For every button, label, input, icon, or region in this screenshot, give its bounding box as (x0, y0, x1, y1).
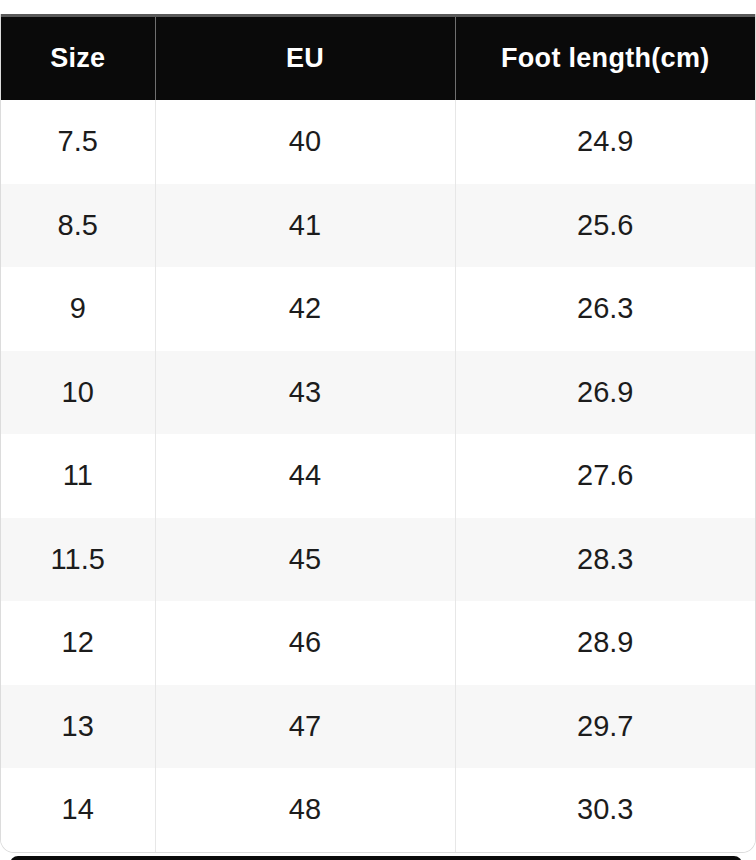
table-cell: 28.3 (455, 518, 755, 602)
table-cell: 14 (1, 768, 155, 852)
table-cell: 11.5 (1, 518, 155, 602)
table-row: 124628.9 (1, 601, 755, 685)
size-chart-table: Size EU Foot length(cm) 7.54024.98.54125… (1, 14, 755, 852)
table-cell: 7.5 (1, 100, 155, 184)
table-cell: 42 (155, 267, 455, 351)
table-cell: 28.9 (455, 601, 755, 685)
table-cell: 45 (155, 518, 455, 602)
table-cell: 11 (1, 434, 155, 518)
table-cell: 47 (155, 685, 455, 769)
page: Size EU Foot length(cm) 7.54024.98.54125… (0, 0, 756, 860)
table-row: 114427.6 (1, 434, 755, 518)
table-cell: 26.3 (455, 267, 755, 351)
table-row: 94226.3 (1, 267, 755, 351)
table-cell: 29.7 (455, 685, 755, 769)
table-cell: 30.3 (455, 768, 755, 852)
table-row: 11.54528.3 (1, 518, 755, 602)
size-chart-card: Size EU Foot length(cm) 7.54024.98.54125… (0, 14, 756, 853)
table-cell: 24.9 (455, 100, 755, 184)
table-cell: 8.5 (1, 184, 155, 268)
table-cell: 44 (155, 434, 455, 518)
table-cell: 26.9 (455, 351, 755, 435)
table-row: 7.54024.9 (1, 100, 755, 184)
column-header-foot-length: Foot length(cm) (455, 16, 755, 101)
table-row: 8.54125.6 (1, 184, 755, 268)
table-cell: 27.6 (455, 434, 755, 518)
table-cell: 13 (1, 685, 155, 769)
table-cell: 25.6 (455, 184, 755, 268)
table-cell: 46 (155, 601, 455, 685)
next-table-header-peek (10, 856, 742, 860)
table-row: 144830.3 (1, 768, 755, 852)
table-row: 134729.7 (1, 685, 755, 769)
table-body: 7.54024.98.54125.694226.3104326.9114427.… (1, 100, 755, 852)
column-header-size: Size (1, 16, 155, 101)
table-row: 104326.9 (1, 351, 755, 435)
column-header-eu: EU (155, 16, 455, 101)
table-cell: 9 (1, 267, 155, 351)
table-cell: 41 (155, 184, 455, 268)
table-header-row: Size EU Foot length(cm) (1, 16, 755, 101)
table-cell: 12 (1, 601, 155, 685)
table-cell: 43 (155, 351, 455, 435)
table-cell: 10 (1, 351, 155, 435)
table-cell: 40 (155, 100, 455, 184)
table-cell: 48 (155, 768, 455, 852)
